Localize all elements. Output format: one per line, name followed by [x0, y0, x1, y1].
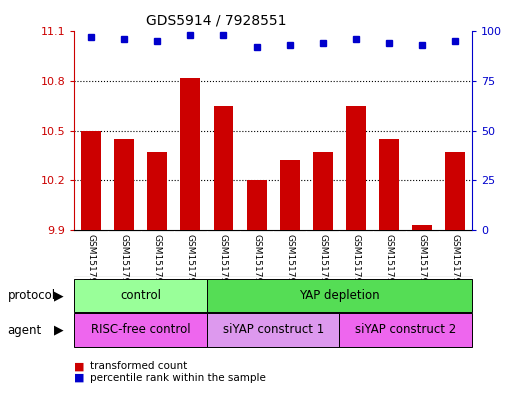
Text: GSM1517977: GSM1517977: [418, 234, 427, 294]
Text: GSM1517978: GSM1517978: [451, 234, 460, 294]
Text: transformed count: transformed count: [90, 361, 187, 371]
Bar: [247, 180, 267, 230]
Bar: [181, 78, 200, 230]
Text: GSM1517967: GSM1517967: [87, 234, 95, 294]
Text: protocol: protocol: [8, 289, 56, 302]
Text: siYAP construct 1: siYAP construct 1: [223, 323, 324, 336]
Bar: [207, 279, 472, 312]
Text: ■: ■: [74, 361, 85, 371]
Bar: [313, 152, 333, 230]
Text: GDS5914 / 7928551: GDS5914 / 7928551: [146, 13, 286, 28]
Text: percentile rank within the sample: percentile rank within the sample: [90, 373, 266, 383]
Bar: [280, 160, 300, 230]
Bar: [346, 106, 366, 230]
Text: ■: ■: [74, 373, 85, 383]
Text: GSM1517969: GSM1517969: [153, 234, 162, 294]
Text: ▶: ▶: [54, 323, 64, 337]
Bar: [213, 106, 233, 230]
Bar: [74, 279, 207, 312]
Text: RISC-free control: RISC-free control: [91, 323, 190, 336]
Text: GSM1517974: GSM1517974: [319, 234, 327, 294]
Bar: [114, 139, 134, 230]
Text: GSM1517968: GSM1517968: [120, 234, 129, 294]
Bar: [147, 152, 167, 230]
Bar: [412, 225, 432, 230]
Text: YAP depletion: YAP depletion: [299, 289, 380, 302]
Text: ▶: ▶: [54, 289, 64, 302]
Text: GSM1517972: GSM1517972: [252, 234, 261, 294]
Bar: [207, 313, 340, 347]
Bar: [81, 130, 101, 230]
Text: GSM1517975: GSM1517975: [351, 234, 361, 294]
Text: siYAP construct 2: siYAP construct 2: [355, 323, 457, 336]
Text: GSM1517970: GSM1517970: [186, 234, 195, 294]
Bar: [74, 313, 207, 347]
Bar: [340, 313, 472, 347]
Text: GSM1517976: GSM1517976: [385, 234, 393, 294]
Text: GSM1517973: GSM1517973: [285, 234, 294, 294]
Text: control: control: [120, 289, 161, 302]
Bar: [445, 152, 465, 230]
Bar: [379, 139, 399, 230]
Text: GSM1517971: GSM1517971: [219, 234, 228, 294]
Text: agent: agent: [8, 323, 42, 337]
